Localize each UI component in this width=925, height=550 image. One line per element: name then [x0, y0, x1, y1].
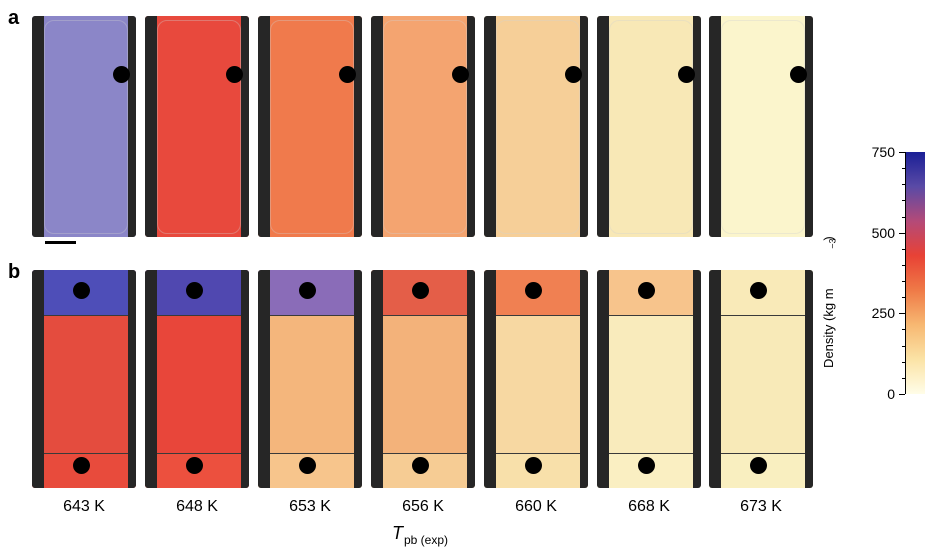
x-axis-subscript: pb (exp): [404, 533, 449, 547]
colorbar-minor-tick: [902, 217, 905, 218]
temperature-label: 648 K: [176, 498, 218, 515]
temperature-label: 668 K: [628, 498, 670, 515]
scale-bar: [45, 241, 76, 244]
colorbar-axis: [905, 152, 906, 394]
temperature-label: 643 K: [63, 498, 105, 515]
colorbar-tick: [899, 394, 905, 395]
probe-dot: [678, 66, 695, 83]
probe-dot-top: [73, 282, 90, 299]
image-b-3: [258, 270, 362, 488]
image-a-5: [484, 16, 588, 237]
temperature-label: 653 K: [289, 498, 331, 515]
probe-dot-bottom: [525, 457, 542, 474]
colorbar-minor-tick: [902, 281, 905, 282]
image-a-3: [258, 16, 362, 237]
image-a-1: [32, 16, 136, 237]
probe-dot: [113, 66, 130, 83]
probe-dot-bottom: [186, 457, 203, 474]
colorbar-minor-tick: [902, 265, 905, 266]
image-a-6: [597, 16, 701, 237]
probe-dot-bottom: [299, 457, 316, 474]
colorbar-tick: [899, 313, 905, 314]
colorbar-minor-tick: [902, 200, 905, 201]
image-b-2: [145, 270, 249, 488]
colorbar-tick-label: 500: [871, 225, 895, 241]
image-b-6: [597, 270, 701, 488]
x-axis-label: Tpb (exp): [392, 523, 448, 550]
colorbar-minor-tick: [902, 362, 905, 363]
probe-dot-top: [525, 282, 542, 299]
temperature-label: 656 K: [402, 498, 444, 515]
colorbar-tick-label: 750: [871, 144, 895, 160]
colorbar-tick-label: 250: [871, 305, 895, 321]
probe-dot: [452, 66, 469, 83]
temperature-label: 660 K: [515, 498, 557, 515]
probe-dot-bottom: [73, 457, 90, 474]
probe-dot-top: [750, 282, 767, 299]
panel-letter-b: b: [8, 261, 21, 283]
probe-dot: [790, 66, 807, 83]
image-a-4: [371, 16, 475, 237]
temperature-label: 673 K: [740, 498, 782, 515]
probe-dot-top: [638, 282, 655, 299]
colorbar-title-text: Density (kg m: [821, 288, 837, 368]
colorbar-minor-tick: [902, 329, 905, 330]
colorbar-minor-tick: [902, 297, 905, 298]
probe-dot: [226, 66, 243, 83]
colorbar-tick: [899, 152, 905, 153]
image-b-1: [32, 270, 136, 488]
probe-dot-top: [299, 282, 316, 299]
colorbar-minor-tick: [902, 168, 905, 169]
colorbar-tick-label: 0: [887, 386, 895, 402]
colorbar-minor-tick: [902, 184, 905, 185]
probe-dot-bottom: [638, 457, 655, 474]
image-a-7: [709, 16, 813, 237]
panel-letter-a: a: [8, 7, 20, 29]
image-b-7: [709, 270, 813, 488]
probe-dot: [339, 66, 356, 83]
image-a-2: [145, 16, 249, 237]
probe-dot-bottom: [750, 457, 767, 474]
probe-dot-top: [186, 282, 203, 299]
colorbar-title-close: ): [821, 236, 837, 241]
colorbar-minor-tick: [902, 346, 905, 347]
image-b-5: [484, 270, 588, 488]
probe-dot-top: [412, 282, 429, 299]
x-axis-symbol: T: [392, 523, 403, 543]
colorbar-minor-tick: [902, 249, 905, 250]
colorbar-tick: [899, 233, 905, 234]
image-b-4: [371, 270, 475, 488]
probe-dot-bottom: [412, 457, 429, 474]
probe-dot: [565, 66, 582, 83]
colorbar-minor-tick: [902, 378, 905, 379]
colorbar: [906, 152, 925, 394]
